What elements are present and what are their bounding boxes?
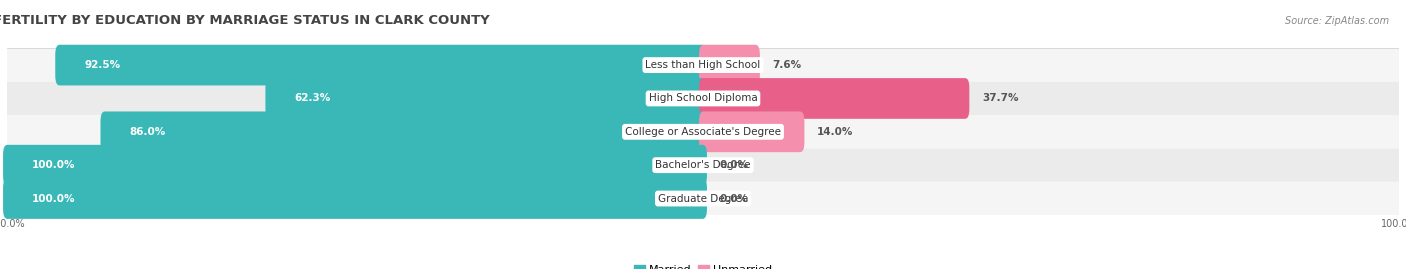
Text: 100.0%: 100.0% [32, 193, 76, 204]
Text: 62.3%: 62.3% [294, 93, 330, 104]
FancyBboxPatch shape [7, 182, 1399, 215]
Text: High School Diploma: High School Diploma [648, 93, 758, 104]
FancyBboxPatch shape [699, 111, 804, 152]
Text: College or Associate's Degree: College or Associate's Degree [626, 127, 780, 137]
FancyBboxPatch shape [699, 78, 969, 119]
Text: 92.5%: 92.5% [84, 60, 121, 70]
Text: 0.0%: 0.0% [720, 193, 749, 204]
Text: 37.7%: 37.7% [981, 93, 1018, 104]
FancyBboxPatch shape [55, 45, 707, 86]
FancyBboxPatch shape [7, 148, 1399, 182]
Text: 86.0%: 86.0% [129, 127, 166, 137]
Text: 14.0%: 14.0% [817, 127, 853, 137]
Text: FERTILITY BY EDUCATION BY MARRIAGE STATUS IN CLARK COUNTY: FERTILITY BY EDUCATION BY MARRIAGE STATU… [0, 14, 489, 27]
FancyBboxPatch shape [7, 48, 1399, 82]
FancyBboxPatch shape [7, 82, 1399, 115]
Text: Bachelor's Degree: Bachelor's Degree [655, 160, 751, 170]
Text: Source: ZipAtlas.com: Source: ZipAtlas.com [1285, 16, 1389, 26]
FancyBboxPatch shape [7, 115, 1399, 148]
Text: Less than High School: Less than High School [645, 60, 761, 70]
Text: 100.0%: 100.0% [32, 160, 76, 170]
FancyBboxPatch shape [3, 178, 707, 219]
FancyBboxPatch shape [100, 111, 707, 152]
Text: 7.6%: 7.6% [773, 60, 801, 70]
Legend: Married, Unmarried: Married, Unmarried [630, 261, 776, 269]
FancyBboxPatch shape [3, 145, 707, 186]
Text: 0.0%: 0.0% [720, 160, 749, 170]
FancyBboxPatch shape [699, 45, 759, 86]
Text: Graduate Degree: Graduate Degree [658, 193, 748, 204]
FancyBboxPatch shape [266, 78, 707, 119]
